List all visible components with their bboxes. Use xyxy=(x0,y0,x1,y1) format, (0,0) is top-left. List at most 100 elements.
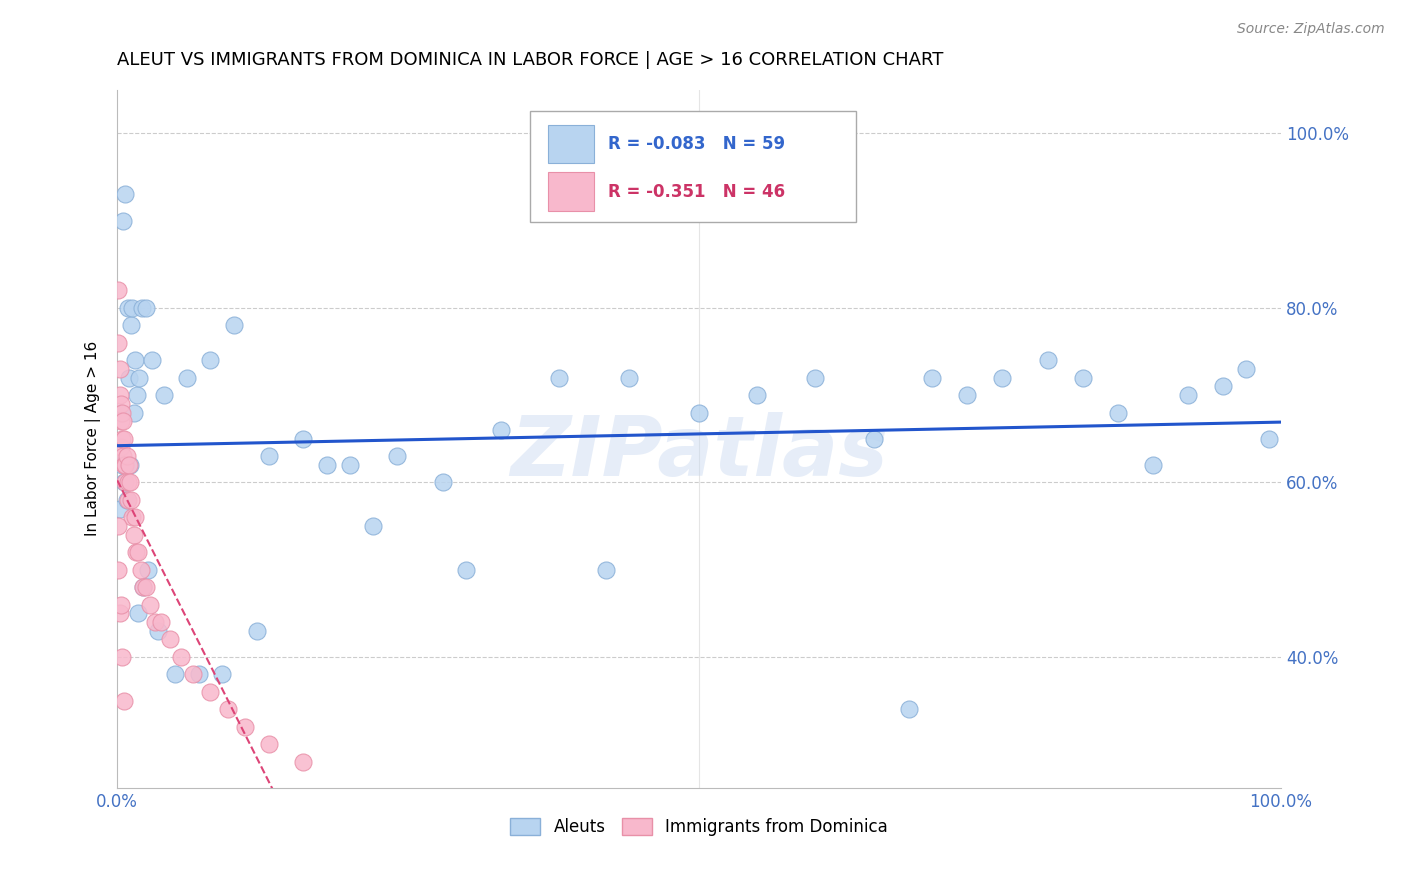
Point xyxy=(128,370,150,384)
Point xyxy=(108,388,131,402)
Text: ALEUT VS IMMIGRANTS FROM DOMINICA IN LABOR FORCE | AGE > 16 CORRELATION CHART: ALEUT VS IMMIGRANTS FROM DOMINICA IN LAB… xyxy=(117,51,943,69)
Point xyxy=(139,598,162,612)
Point xyxy=(108,362,131,376)
Point xyxy=(619,370,641,384)
Point xyxy=(200,353,222,368)
Point xyxy=(1258,432,1281,446)
Point xyxy=(107,284,129,298)
Point xyxy=(176,370,198,384)
Point xyxy=(132,580,155,594)
Point xyxy=(143,615,166,629)
Point xyxy=(292,755,315,769)
Point xyxy=(110,441,132,455)
Point xyxy=(122,528,145,542)
Point xyxy=(187,667,209,681)
Point xyxy=(257,737,280,751)
Point xyxy=(1071,370,1094,384)
Point xyxy=(491,423,513,437)
Point xyxy=(114,475,136,490)
Text: R = -0.351   N = 46: R = -0.351 N = 46 xyxy=(609,183,786,201)
Point xyxy=(108,607,131,621)
Point xyxy=(136,563,159,577)
Point xyxy=(112,693,135,707)
Point xyxy=(150,615,173,629)
Point xyxy=(135,580,157,594)
Point xyxy=(115,449,138,463)
Point xyxy=(110,397,132,411)
Point xyxy=(127,607,149,621)
Point xyxy=(200,685,222,699)
Point xyxy=(118,458,141,472)
Point xyxy=(257,449,280,463)
Point xyxy=(862,432,884,446)
Point xyxy=(1142,458,1164,472)
Point xyxy=(114,458,136,472)
Point xyxy=(115,492,138,507)
Text: ZIPatlas: ZIPatlas xyxy=(510,412,889,493)
Point xyxy=(990,370,1012,384)
Point xyxy=(111,432,134,446)
Point xyxy=(107,563,129,577)
Point xyxy=(159,632,181,647)
Point xyxy=(118,370,141,384)
Point xyxy=(120,318,142,333)
Point xyxy=(315,458,337,472)
Point xyxy=(897,702,920,716)
Point xyxy=(120,458,142,472)
Point xyxy=(432,475,454,490)
Point xyxy=(135,301,157,315)
Point xyxy=(129,563,152,577)
Point xyxy=(112,213,135,227)
Point xyxy=(121,301,143,315)
Point xyxy=(114,187,136,202)
Point xyxy=(1212,379,1234,393)
Point xyxy=(112,449,135,463)
Point xyxy=(456,563,478,577)
Point xyxy=(124,353,146,368)
Point xyxy=(125,545,148,559)
Point xyxy=(112,458,135,472)
Point xyxy=(110,598,132,612)
Point xyxy=(217,702,239,716)
Point xyxy=(211,667,233,681)
Legend: Aleuts, Immigrants from Dominica: Aleuts, Immigrants from Dominica xyxy=(503,811,894,842)
Point xyxy=(127,545,149,559)
Point xyxy=(292,432,315,446)
Point xyxy=(921,370,943,384)
Point xyxy=(688,406,710,420)
Point xyxy=(181,667,204,681)
Point xyxy=(107,335,129,350)
FancyBboxPatch shape xyxy=(530,111,856,222)
Point xyxy=(1177,388,1199,402)
Point xyxy=(385,449,408,463)
Point xyxy=(548,370,571,384)
Point xyxy=(112,432,135,446)
Bar xyxy=(548,172,595,211)
Point xyxy=(111,406,134,420)
Point xyxy=(124,510,146,524)
Point xyxy=(132,580,155,594)
Point xyxy=(111,649,134,664)
Point xyxy=(108,501,131,516)
Point xyxy=(222,318,245,333)
Text: R = -0.083   N = 59: R = -0.083 N = 59 xyxy=(609,135,786,153)
Point xyxy=(120,492,142,507)
Y-axis label: In Labor Force | Age > 16: In Labor Force | Age > 16 xyxy=(86,341,101,536)
Point xyxy=(165,667,187,681)
Point xyxy=(120,475,142,490)
Point xyxy=(804,370,827,384)
Point xyxy=(110,414,132,428)
Point xyxy=(1038,353,1060,368)
Point xyxy=(1107,406,1129,420)
Point xyxy=(595,563,617,577)
Point xyxy=(361,519,384,533)
Point xyxy=(125,388,148,402)
Point xyxy=(339,458,361,472)
Point xyxy=(107,519,129,533)
Point xyxy=(111,458,134,472)
Point xyxy=(117,301,139,315)
Point xyxy=(1234,362,1257,376)
Point xyxy=(956,388,979,402)
Point xyxy=(117,475,139,490)
Point xyxy=(146,624,169,638)
